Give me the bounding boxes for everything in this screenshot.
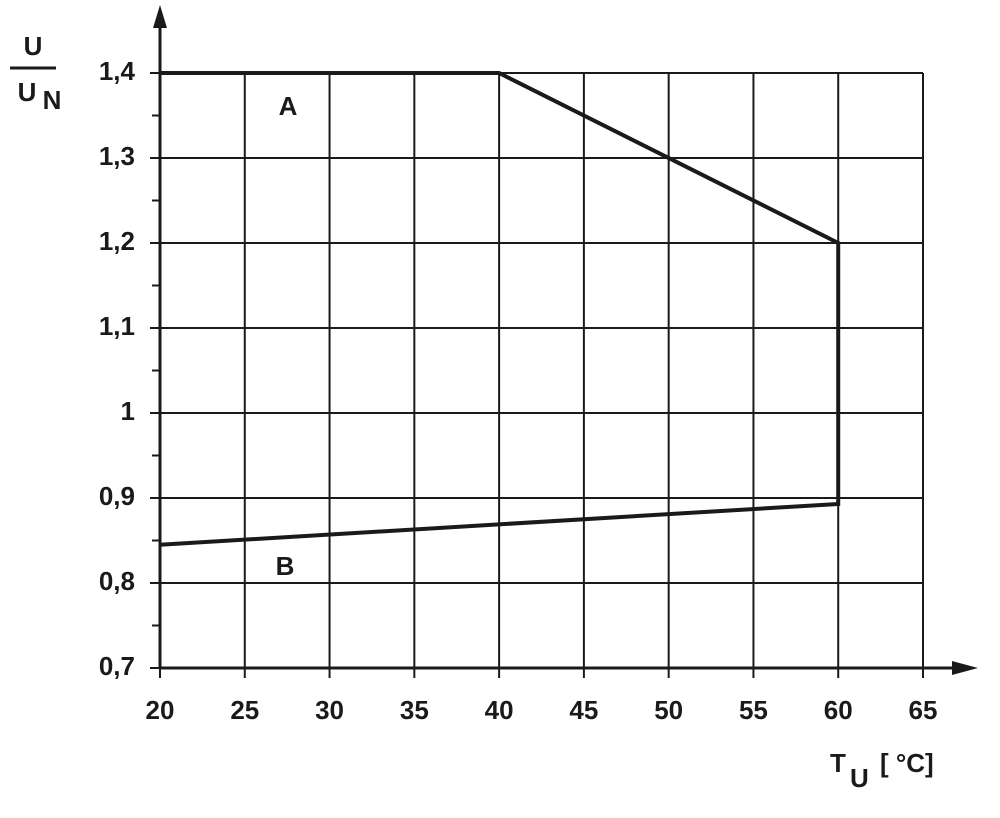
x-label-text: T (830, 748, 846, 778)
y-tick-label: 1,4 (99, 56, 136, 86)
x-label-subscript: U (850, 763, 869, 793)
x-label-unit: [ °C] (880, 748, 934, 778)
y-tick-label: 0,8 (99, 566, 135, 596)
y-tick-label: 1 (121, 396, 135, 426)
y-label-numerator: U (24, 31, 43, 61)
x-tick-label: 25 (230, 695, 259, 725)
x-tick-label: 45 (569, 695, 598, 725)
x-tick-label: 35 (400, 695, 429, 725)
x-tick-label: 60 (824, 695, 853, 725)
y-label-denominator: U (18, 77, 37, 107)
y-axis-label: U U N (10, 31, 61, 115)
x-axis-label: T U [ °C] (830, 748, 934, 793)
x-tick-label: 30 (315, 695, 344, 725)
x-tick-label: 65 (909, 695, 938, 725)
x-tick-label: 20 (146, 695, 175, 725)
x-tick-label: 55 (739, 695, 768, 725)
data-line (159, 71, 841, 547)
y-tick-label: 1,3 (99, 141, 135, 171)
x-tick-label: 40 (485, 695, 514, 725)
y-tick-label: 1,1 (99, 311, 135, 341)
x-tick-label: 50 (654, 695, 683, 725)
annotation: B (276, 551, 295, 581)
x-axis-arrow (952, 661, 978, 675)
y-label-subscript: N (43, 85, 62, 115)
y-axis-arrow (153, 5, 167, 28)
annotation: A (279, 91, 298, 121)
y-tick-label: 0,9 (99, 481, 135, 511)
y-tick-label: 1,2 (99, 226, 135, 256)
y-tick-label: 0,7 (99, 651, 135, 681)
